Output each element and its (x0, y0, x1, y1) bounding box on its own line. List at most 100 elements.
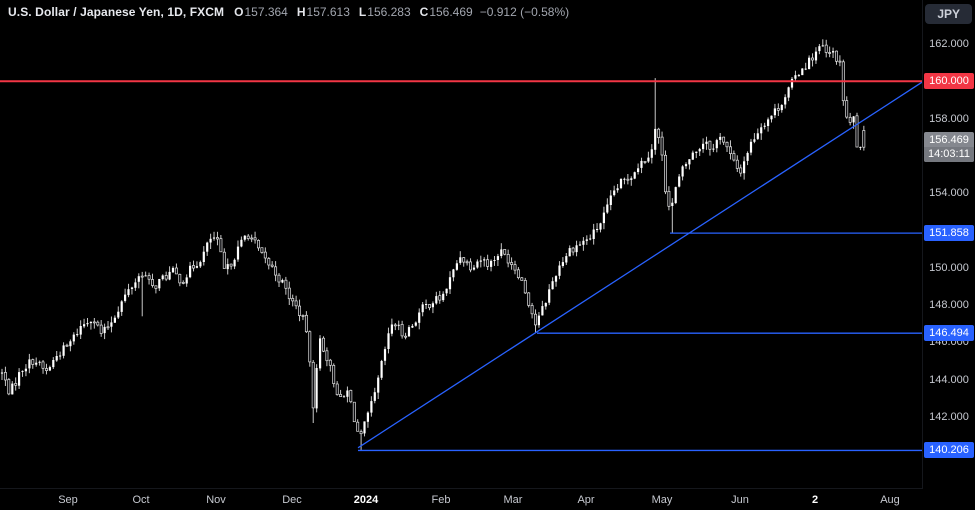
candle-up (575, 245, 578, 253)
time-tick: Dec (282, 493, 302, 506)
candle-down (99, 324, 103, 334)
candle-up (616, 188, 619, 191)
candle-up (551, 281, 554, 290)
candle-up (561, 262, 564, 266)
candle-down (92, 321, 96, 324)
candle-up (130, 287, 134, 289)
candle-up (654, 128, 657, 150)
candle-down (465, 261, 469, 264)
time-axis[interactable]: Sep Oct Nov Dec 2024 Feb Mar Apr May Jun 2 Aug (0, 489, 922, 510)
candle-down (520, 277, 524, 281)
candle-down (308, 331, 312, 363)
time-tick: Nov (206, 493, 226, 506)
candle-down (356, 421, 360, 432)
candle-up (69, 341, 72, 347)
candle-down (267, 258, 271, 266)
time-tick: Oct (132, 493, 150, 506)
candle-up (753, 139, 756, 142)
candle-up (801, 68, 804, 76)
candle-up (185, 277, 188, 284)
candle-up (852, 116, 855, 123)
level-price-badge[interactable]: 140.206 (924, 442, 974, 459)
candle-up (226, 264, 229, 270)
candle-up (28, 359, 31, 369)
candle-down (41, 361, 45, 369)
candle-up (637, 168, 640, 172)
candle-up (319, 338, 322, 369)
candle-down (534, 313, 537, 326)
price-tick: 142.000 (929, 411, 969, 423)
level-price-badge[interactable]: 160.000 (924, 73, 974, 90)
candle-up (377, 377, 380, 393)
candle-up (435, 296, 438, 304)
trend-line[interactable] (357, 81, 922, 449)
candle-down (359, 431, 363, 435)
candle-up (459, 257, 462, 263)
candle-up (124, 294, 127, 301)
candle-up (113, 317, 116, 323)
candle-up (24, 368, 27, 372)
candle-up (383, 349, 387, 361)
candle-up (589, 238, 592, 240)
candle-down (31, 359, 35, 365)
candle-up (558, 265, 561, 276)
candle-up (158, 279, 161, 289)
candle-up (55, 356, 58, 361)
symbol-legend: U.S. Dollar / Japanese Yen, 1D, FXCM O 15… (8, 5, 569, 20)
candle-up (212, 237, 216, 239)
candle-up (585, 239, 588, 241)
candle-down (291, 298, 295, 302)
candle-up (425, 304, 428, 305)
candle-down (510, 262, 514, 265)
candle-down (404, 335, 408, 338)
candle-down (325, 350, 329, 362)
candle-up (103, 326, 106, 334)
candle-down (219, 238, 223, 253)
candle-down (516, 269, 520, 278)
candle-up (89, 321, 92, 324)
candle-up (76, 334, 79, 336)
candle-down (65, 344, 69, 347)
candle-down (462, 257, 466, 263)
candle-up (613, 190, 616, 196)
candle-down (322, 337, 325, 352)
candle-down (174, 267, 178, 275)
candle-up (578, 244, 582, 246)
candle-up (59, 355, 62, 357)
candle-down (848, 116, 852, 123)
candle-up (794, 75, 797, 79)
candle-down (140, 275, 144, 278)
price-tick: 144.000 (929, 373, 969, 386)
candle-up (342, 396, 346, 398)
candle-up (233, 259, 236, 267)
candle-up (633, 172, 636, 179)
candle-down (154, 285, 158, 289)
chart-pane[interactable]: U.S. Dollar / Japanese Yen, 1D, FXCM O 15… (0, 0, 923, 489)
level-price-badge[interactable]: 146.494 (924, 325, 974, 342)
candle-up (715, 140, 718, 149)
candle-down (246, 235, 250, 239)
candle-up (814, 51, 818, 61)
candle-down (838, 60, 842, 63)
currency-unit-button[interactable]: JPY (925, 4, 972, 24)
candle-down (328, 359, 332, 366)
candle-down (835, 50, 838, 62)
candle-up (681, 166, 684, 177)
candle-down (530, 305, 534, 315)
candle-up (619, 179, 623, 189)
candle-down (438, 295, 442, 301)
symbol-title[interactable]: U.S. Dollar / Japanese Yen, 1D, FXCM (8, 5, 225, 19)
candle-down (216, 237, 219, 240)
candle-down (339, 394, 343, 397)
candle-up (370, 401, 373, 413)
candle-up (315, 368, 318, 409)
candle-down (352, 401, 356, 423)
time-tick: 2 (811, 493, 819, 506)
level-price-badge[interactable]: 151.858 (924, 225, 974, 242)
candle-up (702, 143, 705, 150)
candle-down (513, 264, 517, 271)
bar-countdown: 14:03:11 (924, 147, 974, 163)
price-axis[interactable]: JPY 162.000 158.000 154.000 150.000 148.000 1… (923, 0, 975, 488)
candle-up (120, 301, 123, 312)
candle-up (387, 333, 390, 349)
